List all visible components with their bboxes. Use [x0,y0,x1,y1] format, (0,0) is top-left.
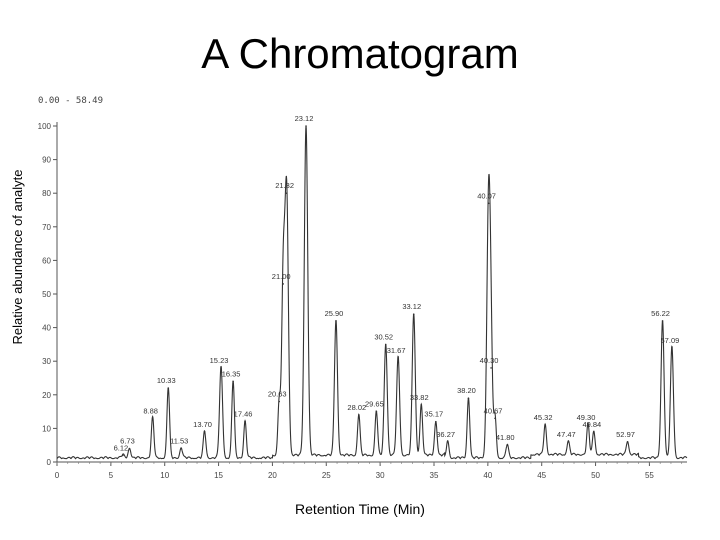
x-tick-label: 5 [109,471,114,480]
peak-label: 10.33 [157,376,176,385]
peak-label: 56.22 [651,309,670,318]
peak-label: 20.63 [268,390,287,399]
peak-label: 30.52 [374,332,393,341]
peak-label: 29.65 [365,400,384,409]
peak-apex [384,343,387,346]
peak-label: 38.20 [457,386,476,395]
peak-apex [506,444,509,447]
peak-apex [626,441,629,443]
y-tick-label: 70 [42,223,51,232]
peak-apex [358,414,360,416]
peak-apex [420,404,423,406]
chromatogram-trace [56,125,688,460]
peak-apex [567,441,570,443]
x-tick-label: 40 [483,471,492,480]
peak-label: 23.12 [295,114,314,123]
peak-apex [244,420,246,423]
peak-label: 25.90 [325,309,344,318]
peak-apex [375,410,378,413]
peak-label: 52.97 [616,430,635,439]
x-tick-label: 25 [322,471,331,480]
chart-title: A Chromatogram [201,30,519,77]
peak-label: 11.53 [170,437,188,446]
y-tick-label: 60 [42,256,51,265]
peak-apex [397,357,399,359]
peak-label: 49.84 [582,420,601,429]
y-tick-label: 90 [42,156,51,165]
peak-apex [412,313,415,315]
y-tick-label: 30 [42,357,51,366]
peak-label: 45.32 [534,413,553,422]
x-tick-label: 0 [55,471,60,480]
peak-apex [435,420,437,423]
x-tick-label: 30 [376,471,385,480]
x-tick-label: 45 [537,471,546,480]
peak-label: 41.80 [496,433,515,442]
peak-label: 40.30 [480,356,499,365]
peak-apex [305,125,307,127]
peak-apex [671,346,673,349]
peak-apex [285,192,288,194]
peak-apex [151,417,154,420]
y-tick-label: 0 [47,458,52,467]
x-tick-label: 15 [214,471,223,480]
peak-apex [661,320,664,322]
peak-label: 16.35 [222,369,241,378]
peak-label: 8.88 [143,406,158,415]
peak-label: 13.70 [193,420,212,429]
peak-label: 21.00 [272,272,291,281]
x-tick-label: 10 [160,471,169,480]
peak-label: 40.07 [477,191,496,200]
peak-label: 47.47 [557,430,576,439]
peak-label: 40.67 [484,406,503,415]
peak-label: 6.73 [120,437,135,446]
peak-apex [220,367,222,369]
peak-label: 33.82 [410,393,429,402]
peak-apex [203,430,206,433]
y-tick-label: 20 [42,391,51,400]
peak-apex [278,400,281,403]
peak-apex [490,367,492,369]
y-tick-label: 80 [42,189,51,198]
peak-label: 21.32 [275,181,294,190]
peak-apex [128,447,131,450]
x-tick-label: 50 [591,471,600,480]
peak-apex [122,454,124,457]
peak-apex [467,397,470,399]
time-range-label: 0.00 - 58.49 [38,96,104,106]
y-tick-label: 40 [42,324,51,333]
peak-label: 28.02 [347,403,366,412]
peak-apex [335,320,337,322]
peak-apex [180,447,182,450]
x-tick-label: 35 [430,471,439,480]
y-tick-label: 10 [42,424,51,433]
peak-label: 36.27 [436,430,455,439]
peak-apex [544,424,546,426]
peak-apex [232,380,234,383]
y-tick-label: 100 [38,122,52,131]
peak-label: 15.23 [210,356,229,365]
peak-apex [282,283,284,285]
x-axis-label: Retention Time (Min) [295,501,425,517]
peak-label: 33.12 [402,302,421,311]
peak-apex [167,387,170,389]
peak-apex [446,441,449,443]
peak-label: 49.30 [577,413,596,422]
y-tick-label: 50 [42,290,51,299]
peak-apex [593,430,595,433]
peak-apex [487,202,490,205]
peak-label: 6.12 [114,443,129,452]
x-tick-label: 20 [268,471,277,480]
peak-label: 31.67 [387,346,406,355]
peak-label: 17.46 [234,410,253,419]
peak-label: 35.17 [424,410,443,419]
peak-apex [494,417,496,420]
peak-apex [587,424,589,426]
x-tick-label: 55 [645,471,654,480]
peak-label: 57.09 [661,336,680,345]
